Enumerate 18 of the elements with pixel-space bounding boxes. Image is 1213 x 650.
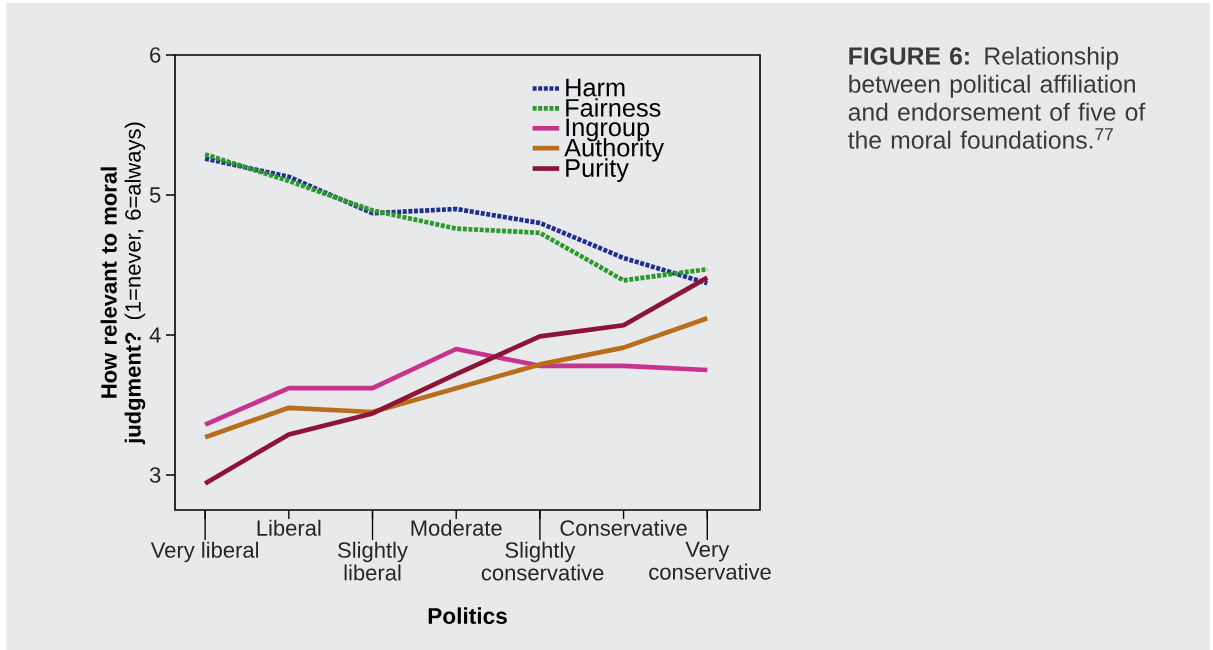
y-tick-label: 6: [150, 47, 161, 63]
x-axis-title: Politics: [428, 607, 507, 625]
x-tick-label: Moderate: [411, 519, 502, 536]
legend-label: Fairness: [566, 98, 661, 117]
line-series: [202, 275, 710, 486]
line-series: [202, 346, 710, 427]
y-tick-label: 5: [149, 187, 161, 203]
x-tick-label: Slightly conservative: [481, 541, 604, 581]
y-tick-label: 4: [149, 327, 161, 343]
x-tick-label: Very conservative: [649, 541, 771, 580]
line-series: [202, 315, 710, 440]
x-tick-label: Slightly liberal: [338, 541, 408, 581]
x-tick-label: Very liberal: [150, 541, 259, 563]
y-tick-label: 3: [149, 467, 161, 483]
x-tick-label: Conservative: [560, 519, 687, 536]
text: FIGURE 6: Relationship between political affiliation and endorsement of five of the moral foundations.$^{77}$: [848, 46, 1146, 149]
legend-label: Harm: [566, 78, 625, 97]
x-tick-label: Liberal: [257, 519, 321, 536]
